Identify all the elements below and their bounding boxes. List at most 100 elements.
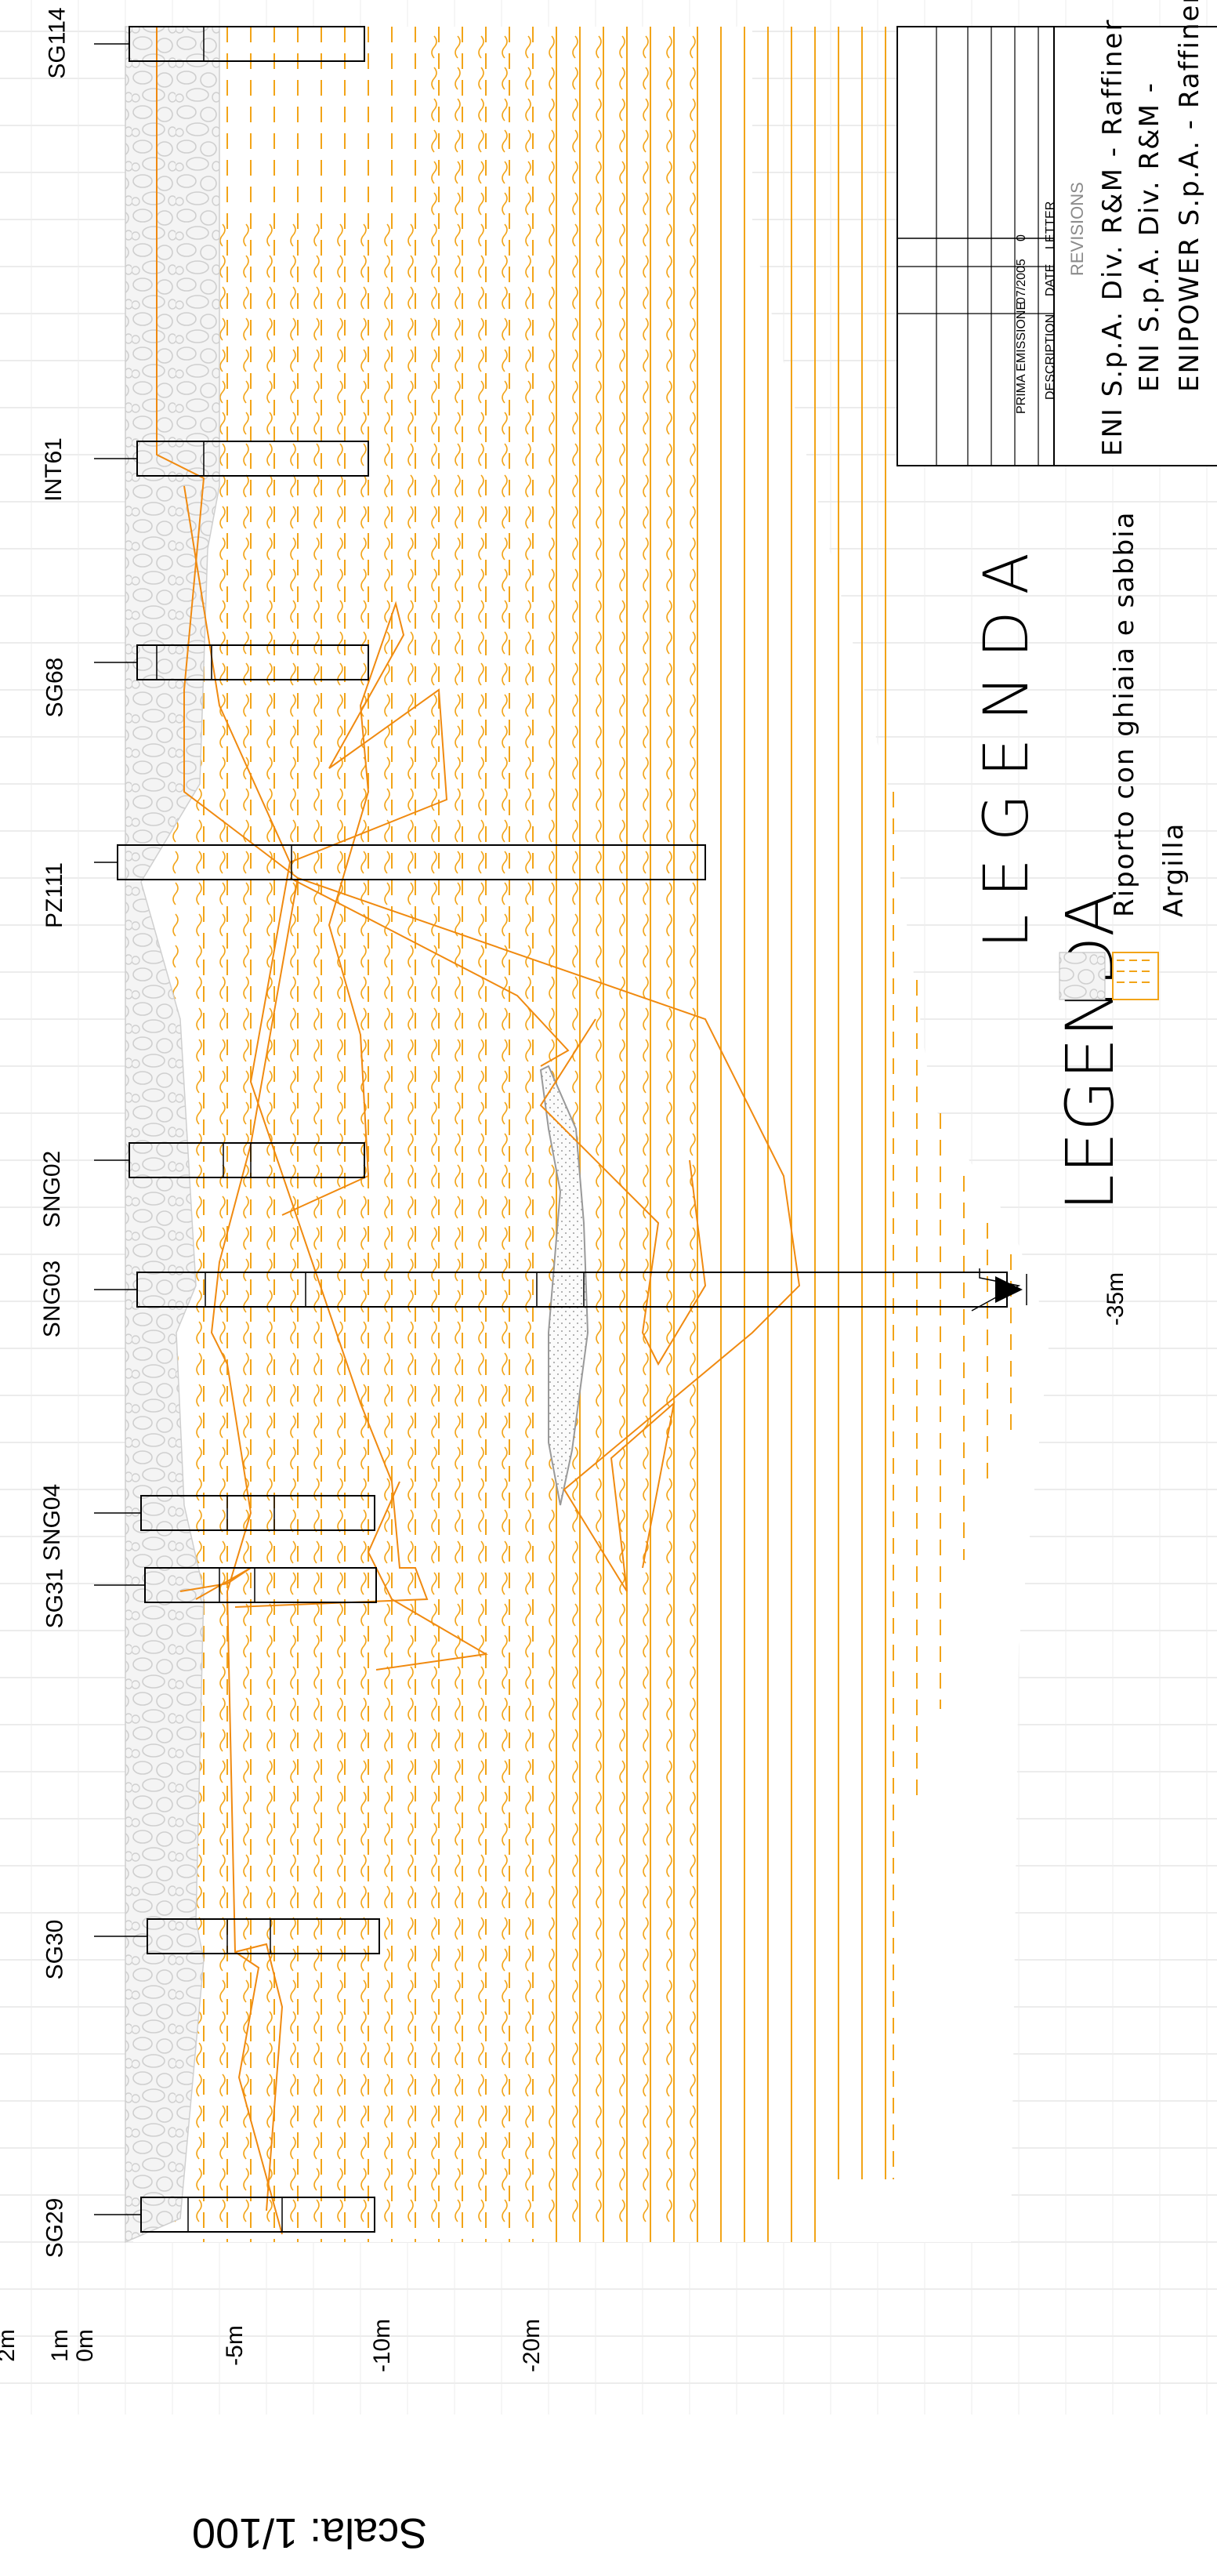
clay-hatch-mark [502, 1446, 508, 1470]
clay-hatch-mark [243, 1823, 249, 1846]
clay-hatch-mark [337, 2199, 343, 2222]
clay-hatch-mark [360, 380, 367, 404]
clay-hatch-mark [690, 1572, 696, 1595]
clay-hatch-mark [455, 1415, 461, 1439]
clay-hatch-mark [502, 1666, 508, 1689]
clay-hatch-mark [431, 1101, 437, 1125]
clay-hatch-mark [337, 1760, 343, 1783]
clay-hatch-mark [407, 1007, 414, 1031]
clay-hatch-mark [572, 129, 578, 153]
clay-hatch-mark [478, 1164, 484, 1188]
clay-hatch-mark [384, 725, 390, 749]
clay-hatch-mark [478, 788, 484, 811]
clay-hatch-mark [455, 2011, 461, 2034]
clay-hatch-mark [243, 1070, 249, 1094]
clay-hatch-mark [290, 1039, 296, 1062]
clay-hatch-mark [666, 819, 672, 843]
clay-hatch-mark [572, 631, 578, 655]
clay-hatch-mark [619, 286, 625, 310]
clay-hatch-mark [266, 2199, 273, 2222]
clay-hatch-mark [619, 2073, 625, 2097]
clay-hatch-mark [596, 1509, 602, 1533]
clay-hatch-mark [290, 2073, 296, 2097]
clay-hatch-mark [455, 819, 461, 843]
clay-hatch-mark [596, 67, 602, 90]
clay-hatch-mark [196, 1384, 202, 1407]
clay-hatch-mark [243, 1729, 249, 1752]
clay-hatch-mark [619, 1823, 625, 1846]
clay-hatch-mark [219, 2042, 226, 2066]
clay-hatch-mark [337, 976, 343, 1000]
clay-hatch-mark [666, 1540, 672, 1564]
clay-hatch-mark [431, 1979, 437, 2003]
clay-hatch-mark [360, 631, 367, 655]
clay-hatch-mark [243, 662, 249, 686]
clay-hatch-mark [313, 1384, 320, 1407]
clay-hatch-mark [384, 1760, 390, 1783]
clay-hatch-mark [596, 1760, 602, 1783]
clay-hatch-mark [643, 2105, 649, 2128]
clay-hatch-mark [313, 1666, 320, 1689]
clay-hatch-mark [407, 506, 414, 529]
clay-hatch-mark [243, 1007, 249, 1031]
clay-hatch-mark [219, 1133, 226, 1156]
clay-hatch-mark [243, 412, 249, 435]
clay-hatch-mark [690, 255, 696, 278]
clay-hatch-mark [266, 882, 273, 905]
clay-hatch-mark [643, 1509, 649, 1533]
clay-hatch-mark [572, 568, 578, 592]
clay-hatch-mark [596, 1823, 602, 1846]
clay-hatch-mark [455, 1039, 461, 1062]
clay-hatch-mark [549, 380, 555, 404]
clay-hatch-mark [219, 568, 226, 592]
clay-hatch-mark [549, 317, 555, 341]
clay-hatch-mark [196, 819, 202, 843]
clay-hatch-mark [407, 945, 414, 968]
clay-hatch-mark [502, 1697, 508, 1721]
clay-hatch-mark [619, 255, 625, 278]
clay-hatch-mark [666, 945, 672, 968]
clay-hatch-mark [337, 694, 343, 717]
clay-hatch-mark [290, 1666, 296, 1689]
clay-hatch-mark [266, 1823, 273, 1846]
clay-hatch-mark [290, 1321, 296, 1344]
interface-line [539, 1018, 707, 1366]
clay-hatch-mark [407, 1823, 414, 1846]
clay-hatch-mark [572, 725, 578, 749]
clay-hatch-mark [525, 2136, 531, 2160]
clay-hatch-mark [360, 1917, 367, 1940]
clay-hatch-mark [360, 945, 367, 968]
clay-hatch-mark [572, 67, 578, 90]
clay-hatch-mark [337, 1039, 343, 1062]
clay-hatch-mark [549, 788, 555, 811]
clay-hatch-mark [549, 1603, 555, 1627]
clay-hatch-mark [219, 1917, 226, 1940]
clay-hatch-mark [266, 506, 273, 529]
clay-hatch-mark [619, 443, 625, 466]
clay-hatch-mark [407, 1666, 414, 1689]
clay-hatch-mark [360, 1666, 367, 1689]
clay-hatch-mark [643, 851, 649, 874]
clay-hatch-mark [502, 443, 508, 466]
clay-hatch-mark [666, 1760, 672, 1783]
clay-hatch-mark [596, 286, 602, 310]
clay-hatch-mark [219, 1164, 226, 1188]
clay-hatch-mark [407, 1917, 414, 1940]
clay-hatch-mark [596, 1415, 602, 1439]
clay-hatch-mark [337, 1634, 343, 1658]
clay-hatch-mark [313, 851, 320, 874]
clay-hatch-mark [337, 380, 343, 404]
clay-hatch-mark [619, 1979, 625, 2003]
clay-hatch-mark [572, 662, 578, 686]
clay-hatch-mark [384, 1854, 390, 1878]
clay-hatch-mark [502, 882, 508, 905]
clay-hatch-mark [313, 286, 320, 310]
clay-hatch-mark [290, 568, 296, 592]
clay-hatch-mark [384, 1948, 390, 1972]
clay-hatch-mark [196, 882, 202, 905]
clay-hatch-mark [266, 1133, 273, 1156]
clay-hatch-mark [666, 913, 672, 937]
clay-hatch-mark [549, 223, 555, 247]
clay-hatch-mark [666, 1979, 672, 2003]
clay-hatch-mark [619, 1195, 625, 1219]
